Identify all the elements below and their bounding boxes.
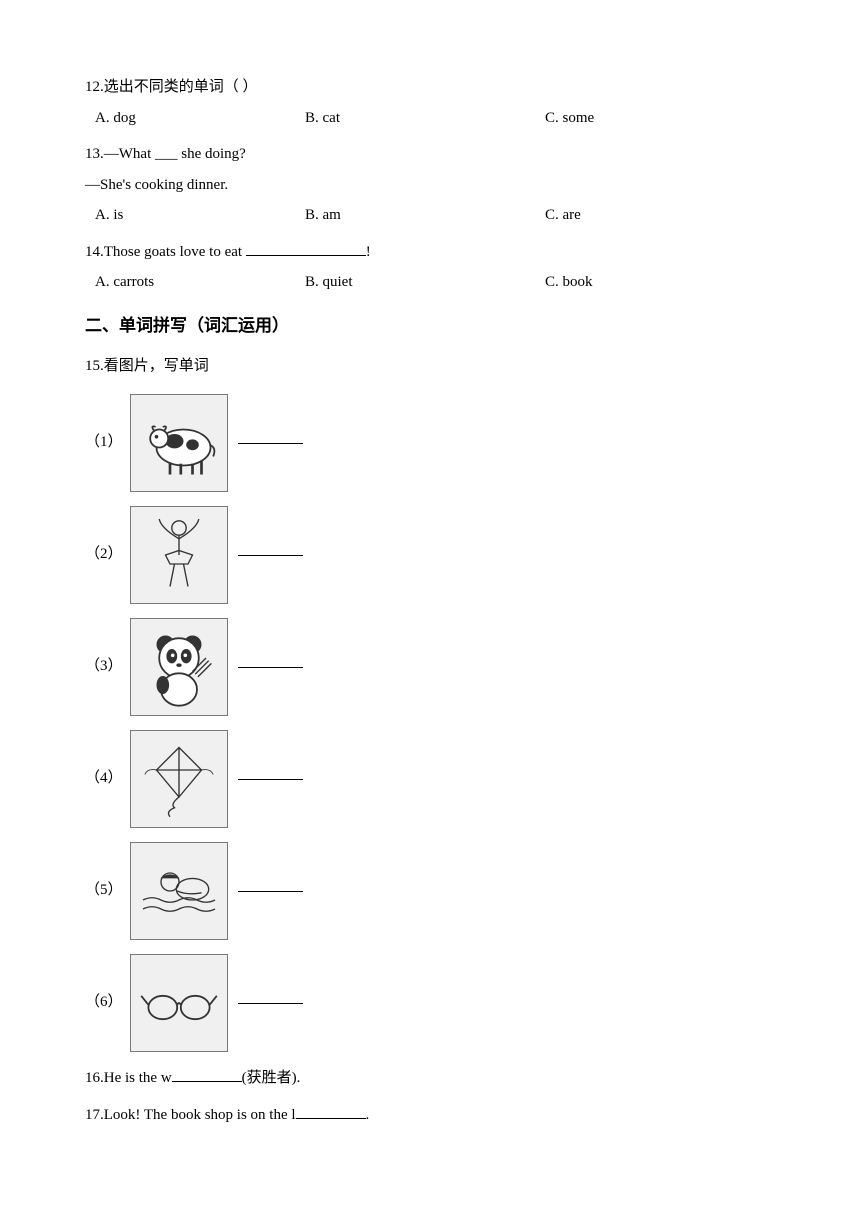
swim-icon (130, 842, 228, 940)
question-17: 17.Look! The book shop is on the l. (85, 1103, 775, 1129)
option-b: B. am (305, 203, 545, 229)
blank-line (238, 667, 303, 668)
question-14: 14.Those goats love to eat ! A. carrots … (85, 240, 775, 296)
q13-options: A. is B. am C. are (85, 203, 775, 229)
kite-icon (130, 730, 228, 828)
option-c: C. are (545, 203, 695, 229)
option-a: A. dog (95, 106, 305, 132)
blank-line (238, 779, 303, 780)
q15-text: 15.看图片，写单词 (85, 354, 775, 380)
blank-line (172, 1081, 242, 1082)
item-num: （5） (85, 878, 130, 904)
q13-line2: —She's cooking dinner. (85, 173, 775, 199)
blank-line (238, 555, 303, 556)
option-c: C. some (545, 106, 695, 132)
picture-item-4: （4） (85, 730, 775, 828)
q16-post: (获胜者). (242, 1070, 301, 1086)
item-num: （6） (85, 990, 130, 1016)
item-num: （2） (85, 542, 130, 568)
picture-item-2: （2） (85, 506, 775, 604)
item-num: （4） (85, 766, 130, 792)
glasses-icon (130, 954, 228, 1052)
question-13: 13.—What ___ she doing? —She's cooking d… (85, 142, 775, 229)
q14-pre: 14.Those goats love to eat (85, 244, 246, 260)
q12-text: 12.选出不同类的单词（ ） (85, 75, 775, 101)
blank-line (246, 255, 366, 256)
option-b: B. quiet (305, 270, 545, 296)
cow-icon (130, 394, 228, 492)
blank-line (238, 1003, 303, 1004)
option-b: B. cat (305, 106, 545, 132)
picture-item-1: （1） (85, 394, 775, 492)
q17-post: . (366, 1107, 370, 1123)
q17-pre: 17.Look! The book shop is on the l (85, 1107, 296, 1123)
q12-options: A. dog B. cat C. some (85, 106, 775, 132)
dancer-icon (130, 506, 228, 604)
q14-text: 14.Those goats love to eat ! (85, 240, 775, 266)
item-num: （3） (85, 654, 130, 680)
item-num: （1） (85, 430, 130, 456)
picture-item-3: （3） (85, 618, 775, 716)
q14-post: ! (366, 244, 371, 260)
q13-line1: 13.—What ___ she doing? (85, 142, 775, 168)
question-12: 12.选出不同类的单词（ ） A. dog B. cat C. some (85, 75, 775, 131)
picture-item-6: （6） (85, 954, 775, 1052)
blank-line (296, 1118, 366, 1119)
q16-pre: 16.He is the w (85, 1070, 172, 1086)
option-a: A. carrots (95, 270, 305, 296)
picture-item-5: （5） (85, 842, 775, 940)
blank-line (238, 443, 303, 444)
blank-line (238, 891, 303, 892)
option-a: A. is (95, 203, 305, 229)
q14-options: A. carrots B. quiet C. book (85, 270, 775, 296)
section-2-header: 二、单词拼写（词汇运用） (85, 311, 775, 336)
question-16: 16.He is the w (获胜者). (85, 1066, 775, 1092)
panda-icon (130, 618, 228, 716)
question-15: 15.看图片，写单词 （1） （2） (85, 354, 775, 1053)
option-c: C. book (545, 270, 695, 296)
